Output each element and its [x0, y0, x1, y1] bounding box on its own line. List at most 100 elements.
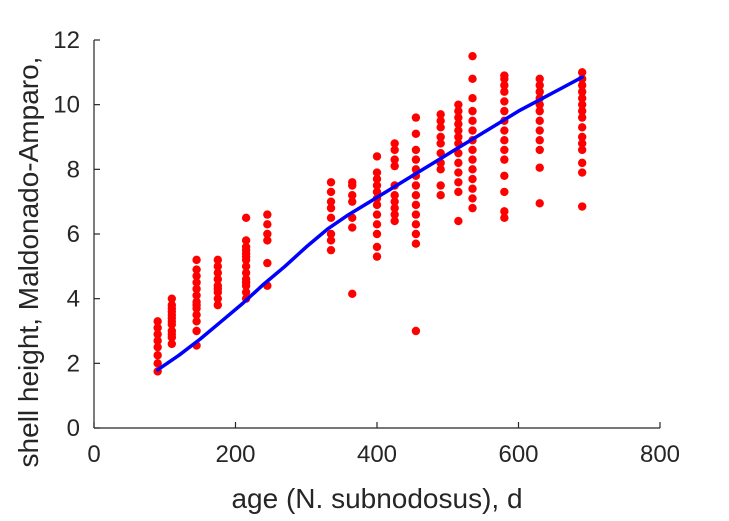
data-point: [577, 132, 587, 142]
data-point: [468, 165, 477, 174]
data-point: [454, 158, 463, 168]
data-point: [436, 165, 445, 174]
y-tick-label: 4: [67, 286, 80, 313]
data-point: [436, 110, 445, 119]
data-point: [326, 229, 336, 239]
data-point: [535, 136, 544, 145]
data-point: [468, 203, 477, 213]
data-point: [577, 139, 587, 148]
data-point: [241, 213, 251, 223]
data-point: [167, 310, 177, 320]
data-point: [153, 351, 162, 360]
data-point: [192, 265, 201, 274]
data-point: [577, 168, 587, 177]
data-point: [500, 187, 509, 197]
data-point: [192, 291, 201, 300]
data-point: [436, 191, 445, 200]
y-axis-label: shell height, Maldonado-Amparo,: [13, 57, 44, 468]
data-point: [390, 155, 399, 164]
y-tick-label: 8: [67, 156, 80, 183]
data-point: [411, 200, 421, 210]
data-point: [263, 258, 272, 268]
data-point: [167, 330, 177, 339]
data-point: [454, 132, 463, 142]
data-point: [454, 100, 463, 109]
data-point: [390, 197, 399, 206]
y-tick-label: 10: [53, 92, 80, 119]
data-point: [468, 184, 477, 193]
data-point: [192, 284, 201, 294]
data-point: [468, 106, 477, 116]
data-point: [500, 97, 509, 106]
data-point: [372, 210, 382, 219]
data-point: [454, 113, 463, 122]
data-point: [241, 268, 251, 277]
data-point: [167, 339, 177, 349]
data-point: [372, 229, 382, 239]
data-point: [535, 106, 544, 116]
data-point: [411, 129, 421, 138]
data-point: [153, 317, 162, 326]
data-point: [326, 187, 336, 197]
data-point: [153, 342, 162, 352]
y-tick-label: 2: [67, 350, 80, 377]
data-point: [500, 145, 509, 155]
data-point: [326, 197, 336, 206]
data-point: [535, 81, 544, 90]
data-point: [213, 255, 223, 265]
data-point: [411, 229, 421, 239]
data-point: [468, 155, 477, 164]
data-point: [263, 236, 272, 245]
data-point: [326, 203, 336, 213]
data-point: [390, 203, 399, 213]
data-point: [213, 275, 223, 284]
data-point: [390, 139, 399, 148]
data-point: [436, 116, 445, 126]
data-point: [468, 174, 477, 184]
data-point: [454, 168, 463, 177]
data-point: [577, 106, 587, 116]
data-point: [326, 178, 336, 187]
data-point: [500, 71, 509, 80]
data-point: [241, 278, 251, 287]
data-point: [167, 317, 177, 326]
data-point: [436, 132, 445, 142]
data-point: [153, 330, 162, 339]
data-point: [468, 145, 477, 155]
data-point: [468, 94, 477, 103]
data-point: [348, 197, 357, 206]
data-point: [500, 155, 509, 164]
y-tick-label: 0: [67, 415, 80, 442]
y-tick-label: 12: [53, 27, 80, 54]
data-point: [241, 262, 251, 271]
data-point: [577, 202, 587, 211]
data-point: [577, 100, 587, 109]
data-point: [241, 252, 251, 261]
data-point: [390, 145, 399, 155]
data-point: [577, 87, 587, 96]
data-point: [372, 220, 382, 229]
x-tick-label: 400: [357, 441, 397, 468]
data-point: [468, 194, 477, 203]
data-point: [535, 126, 544, 135]
data-point: [263, 229, 272, 239]
data-point: [241, 288, 251, 297]
data-point: [500, 106, 509, 116]
data-point: [326, 236, 336, 245]
data-point: [454, 126, 463, 135]
data-point: [192, 310, 201, 320]
plot-area: 0 200 400 600 800 0 2 4 6 8 10 12: [53, 27, 680, 468]
data-point: [372, 200, 382, 210]
data-point: [263, 210, 272, 219]
data-point: [153, 336, 162, 345]
data-point: [436, 123, 445, 132]
data-point: [500, 171, 509, 180]
data-point: [468, 74, 477, 84]
data-point: [348, 289, 357, 299]
data-point: [411, 191, 421, 200]
data-point: [411, 145, 421, 155]
data-point: [167, 304, 177, 313]
data-point: [468, 51, 477, 61]
data-point: [411, 155, 421, 164]
data-point: [213, 284, 223, 294]
